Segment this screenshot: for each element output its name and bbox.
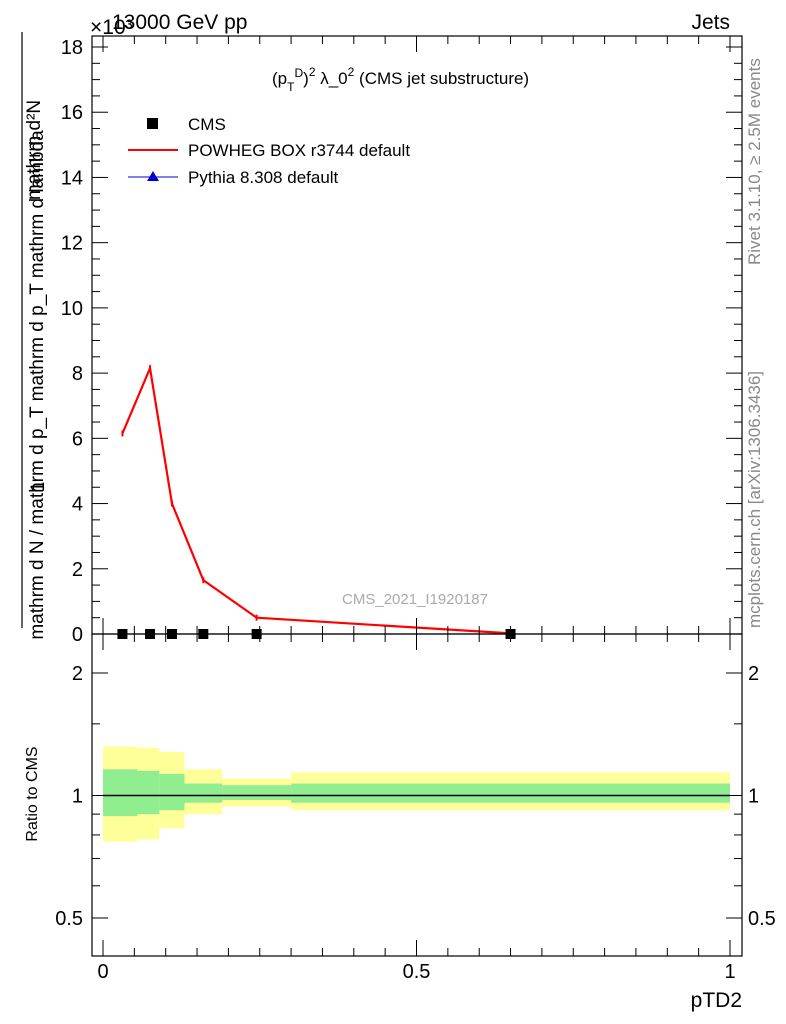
ratio-y-tick-label-right: 2 bbox=[748, 663, 759, 685]
plot-title: (pTD)2 λ_02 (CMS jet substructure) bbox=[272, 65, 529, 94]
x-tick-label: 1 bbox=[724, 961, 735, 983]
ratio-band-stat-1 bbox=[137, 770, 160, 815]
main-y-tick-label: 8 bbox=[72, 363, 83, 385]
y-label-numerator: mathrm d²N bbox=[24, 100, 45, 200]
ratio-band-stat-5 bbox=[291, 783, 730, 803]
legend-cms-marker bbox=[147, 118, 158, 129]
main-y-tick-label: 0 bbox=[72, 624, 83, 646]
plot-title-text: (pTD)2 λ_02 (CMS jet substructure) bbox=[272, 65, 529, 94]
legend-cms-label: CMS bbox=[188, 115, 226, 134]
y-label-prefix: 1 bbox=[28, 482, 49, 493]
legend-powheg-label: POWHEG BOX r3744 default bbox=[188, 141, 410, 160]
ratio-bands bbox=[103, 746, 730, 842]
analysis-watermark: CMS_2021_I1920187 bbox=[342, 591, 488, 608]
main-y-tick-label: 12 bbox=[61, 233, 83, 255]
ratio-band-stat-2 bbox=[159, 773, 185, 811]
mcplots-label: mcplots.cern.ch [arXiv:1306.3436] bbox=[745, 371, 764, 628]
main-y-tick-label: 16 bbox=[61, 102, 83, 124]
y-exponent: ×10³ bbox=[90, 16, 133, 39]
main-y-tick-label: 18 bbox=[61, 37, 83, 59]
ratio-y-tick-label: 0.5 bbox=[55, 908, 83, 930]
ratio-band-stat-4 bbox=[222, 785, 292, 800]
header-jets: Jets bbox=[691, 11, 730, 34]
ratio-band-stat-0 bbox=[103, 769, 138, 817]
legend: CMS POWHEG BOX r3744 default Pythia 8.30… bbox=[128, 115, 410, 187]
y-label-denominator: mathrm d N / mathrm d p_T mathrm d p_T m… bbox=[27, 130, 48, 640]
main-y-tick-label: 2 bbox=[72, 559, 83, 581]
ratio-band-stat-3 bbox=[184, 783, 223, 803]
main-y-tick-label: 4 bbox=[72, 494, 83, 516]
ratio-y-tick-label-right: 1 bbox=[748, 786, 759, 808]
main-y-label: 1 mathrm d²N mathrm d N / mathrm d p_T m… bbox=[21, 32, 49, 640]
rivet-version-label: Rivet 3.1.10, ≥ 2.5M events bbox=[745, 58, 764, 265]
x-tick-label: 0 bbox=[97, 961, 108, 983]
x-label: pTD2 bbox=[691, 989, 742, 1012]
main-y-tick-label: 14 bbox=[61, 167, 83, 189]
powheg-line bbox=[121, 364, 511, 635]
legend-pythia-label: Pythia 8.308 default bbox=[188, 168, 339, 187]
ratio-y-tick-label: 1 bbox=[72, 786, 83, 808]
ratio-y-label: Ratio to CMS bbox=[24, 746, 41, 841]
ratio-y-tick-label: 2 bbox=[72, 663, 83, 685]
header-energy: 13000 GeV pp bbox=[112, 11, 247, 34]
x-tick-label: 0.5 bbox=[403, 961, 431, 983]
legend-pythia-marker bbox=[147, 171, 159, 181]
main-y-tick-label: 10 bbox=[61, 298, 83, 320]
ratio-y-tick-label-right: 0.5 bbox=[748, 908, 776, 930]
main-y-tick-label: 6 bbox=[72, 428, 83, 450]
